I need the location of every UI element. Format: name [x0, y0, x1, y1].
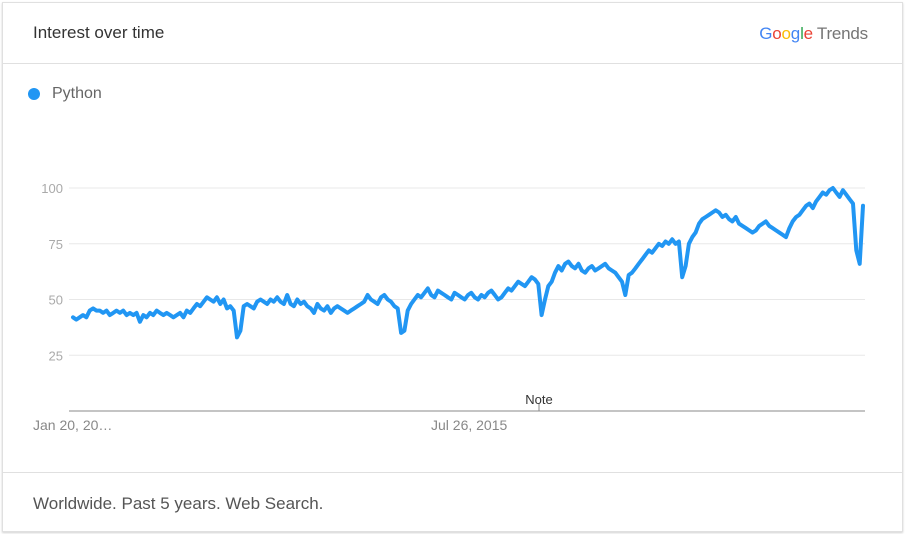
card-title: Interest over time: [33, 23, 165, 42]
y-tick-label: 100: [41, 181, 63, 196]
series-line-python[interactable]: [71, 186, 865, 340]
google-wordmark: Google: [759, 24, 813, 43]
legend-swatch: [28, 88, 40, 100]
y-tick-label: 25: [49, 348, 63, 363]
card-footer: Worldwide. Past 5 years. Web Search.: [3, 472, 902, 531]
legend-label: Python: [52, 85, 102, 102]
x-tick-label: Jan 20, 20…: [33, 417, 112, 433]
y-tick-label: 50: [49, 293, 63, 308]
line-chart[interactable]: 25 50 75 100 Jan 20, 20… Jul 26, 2015 Note: [3, 3, 902, 473]
card-header: Interest over time Google Trends: [3, 3, 902, 64]
x-tick-label: Jul 26, 2015: [431, 417, 507, 433]
legend: Python: [28, 85, 102, 103]
brand-product: Trends: [816, 24, 868, 43]
google-trends-logo[interactable]: Google Trends: [759, 24, 868, 44]
note-label[interactable]: Note: [525, 392, 552, 407]
y-tick-label: 75: [49, 237, 63, 252]
footer-caption: Worldwide. Past 5 years. Web Search.: [33, 494, 324, 513]
